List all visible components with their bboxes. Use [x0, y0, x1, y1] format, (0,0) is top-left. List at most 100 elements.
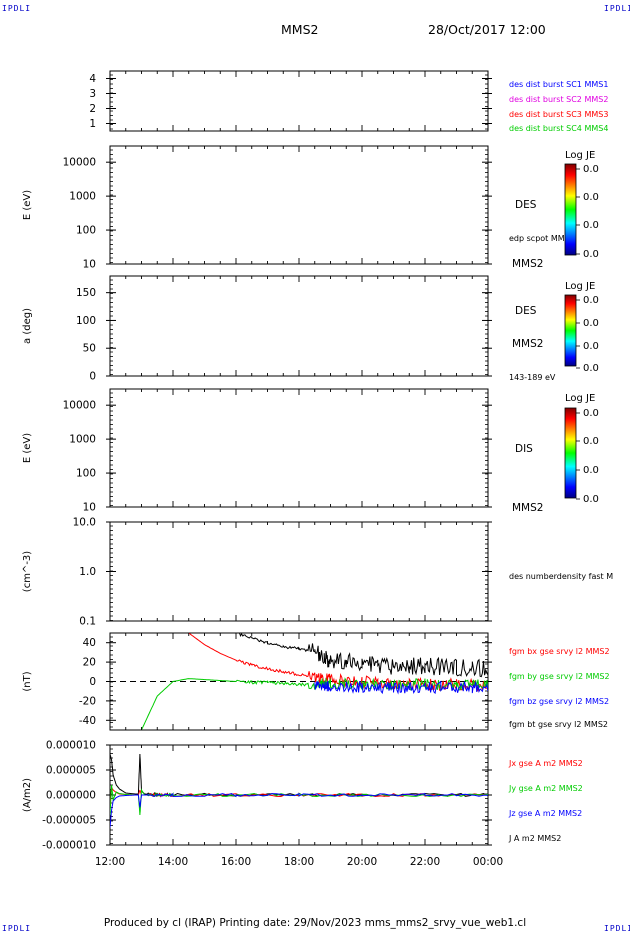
colorbar-bar	[564, 294, 577, 367]
series-line	[314, 680, 488, 695]
panel-frame	[109, 388, 489, 508]
colorbar-tick-label: 0.0	[583, 164, 599, 175]
legend-label: DES	[515, 305, 537, 317]
plot-datetime: 28/Oct/2017 12:00	[428, 22, 546, 37]
y-axis-label: E (eV)	[22, 433, 33, 463]
y-tick-label: 0.000005	[46, 765, 96, 777]
y-tick-label: -40	[79, 715, 96, 727]
series-line	[236, 633, 488, 678]
y-tick-label: 10	[83, 502, 96, 514]
y-tick-label: 100	[76, 468, 96, 480]
panel-sc-flags: 4 3 2 1 des dist burst SC1 MMS1 des dist burs…	[89, 70, 608, 133]
y-axis-label: (nT)	[22, 671, 33, 691]
x-tick-label: 18:00	[284, 856, 314, 868]
colorbar: Log JE 0.0 0.0 0.0 0.0	[564, 393, 599, 505]
y-tick-label: 50	[83, 343, 96, 355]
x-tick-label: 14:00	[158, 856, 188, 868]
y-tick-label: -20	[79, 695, 96, 707]
legend-label: DIS	[515, 443, 533, 455]
y-tick-label: 2	[89, 103, 96, 115]
x-tick-label: 12:00	[95, 856, 125, 868]
legend-label: Jx gse A m2 MMS2	[508, 759, 583, 768]
legend-label: des dist burst SC2 MMS2	[509, 95, 608, 104]
legend-label: des dist burst SC1 MMS1	[509, 80, 608, 89]
panel-density: 10.0 1.0 0.1 (cm^-3) des numberdensity fast …	[22, 517, 613, 628]
colorbar-tick-label: 0.0	[583, 249, 599, 260]
y-tick-label: 0	[89, 676, 96, 688]
colorbar-tick-label: 0.0	[583, 494, 599, 505]
corner-label-bottom-left: IPDLI	[2, 924, 32, 933]
y-tick-label: 100	[76, 315, 96, 327]
legend-label: J A m2 MMS2	[508, 834, 561, 843]
y-tick-label: 1	[89, 118, 96, 130]
legend-label: fgm by gse srvy l2 MMS2	[509, 672, 610, 681]
panel-current: 0.000010 0.000005 0.000000 -0.000005 -0.0000…	[22, 740, 583, 869]
y-tick-label: 20	[83, 657, 96, 669]
colorbar: Log JE 0.0 0.0 0.0 0.0	[564, 150, 599, 260]
colorbar-tick-label: 0.0	[583, 295, 599, 306]
legend-label: fgm bt gse srvy l2 MMS2	[509, 720, 608, 729]
colorbar-tick-label: 0.0	[583, 192, 599, 203]
x-tick-label: 16:00	[221, 856, 251, 868]
legend-label: MMS2	[512, 338, 543, 350]
y-tick-label: -0.000010	[42, 840, 96, 852]
y-axis-label: (A/m2)	[22, 778, 33, 812]
corner-label-top-right: IPDLI	[604, 4, 630, 13]
corner-label-top-left: IPDLI	[2, 4, 32, 13]
y-tick-label: 0.000000	[46, 790, 96, 802]
panel-frame	[109, 275, 489, 377]
colorbar: Log JE 0.0 0.0 0.0 0.0	[564, 281, 599, 374]
y-tick-label: 1000	[69, 191, 96, 203]
x-tick-label: 22:00	[410, 856, 440, 868]
colorbar-title: Log JE	[565, 281, 595, 292]
legend-label: edp scpot MMS2	[509, 234, 575, 243]
panel-frame	[109, 521, 489, 622]
legend-label: Jy gse A m2 MMS2	[508, 784, 583, 793]
y-axis-label: a (deg)	[22, 308, 33, 344]
y-tick-label: 40	[83, 637, 96, 649]
colorbar-tick-label: 0.0	[583, 436, 599, 447]
y-tick-label: 10000	[63, 157, 96, 169]
y-tick-label: 3	[89, 88, 96, 100]
y-tick-label: 10000	[63, 400, 96, 412]
legend-label: MMS2	[512, 258, 543, 270]
legend-label: fgm bz gse srvy l2 MMS2	[509, 697, 609, 706]
y-axis-label: (cm^-3)	[22, 551, 33, 592]
corner-label-bottom-right: IPDLI	[604, 924, 630, 933]
spacecraft-title: MMS2	[281, 22, 319, 37]
series-line	[110, 784, 488, 816]
y-tick-label: 0.000010	[46, 740, 96, 752]
panel-frame	[109, 70, 489, 132]
series-line	[110, 792, 488, 828]
data-area	[110, 753, 488, 828]
panel-des-pitch: 150 100 50 0 a (deg) DES MMS2 143-189 eV Log JE 0…	[22, 275, 599, 383]
x-tick-label: 20:00	[347, 856, 377, 868]
y-tick-label: 1.0	[79, 566, 96, 578]
x-tick-label: 00:00	[473, 856, 503, 868]
colorbar-title: Log JE	[565, 150, 595, 161]
y-axis-label: E (eV)	[22, 190, 33, 220]
legend-label: des dist burst SC3 MMS3	[509, 110, 608, 119]
series-line	[188, 633, 488, 693]
colorbar-tick-label: 0.0	[583, 465, 599, 476]
legend-label: des dist burst SC4 MMS4	[509, 124, 608, 133]
panel-fgm: 40 20 0 -20 -40 (nT) fgm bx gse srvy l2 MMS2 fg…	[22, 632, 610, 731]
data-area	[110, 633, 488, 730]
panel-dis-energy: 10000 1000 100 10 E (eV) DIS MMS2 Log JE 0.0 0.0 0…	[22, 388, 599, 514]
y-tick-label: 10.0	[73, 517, 96, 529]
colorbar-bar	[564, 407, 577, 499]
y-tick-label: 4	[89, 73, 96, 85]
legend-label: DES	[515, 199, 537, 211]
panel-frame	[109, 145, 489, 265]
colorbar-tick-label: 0.0	[583, 341, 599, 352]
series-line	[110, 753, 488, 797]
legend-label: MMS2	[512, 502, 543, 514]
legend-label: des numberdensity fast M	[509, 572, 613, 581]
footer-credit: Produced by cl (IRAP) Printing date: 29/…	[103, 917, 527, 929]
colorbar-tick-label: 0.0	[583, 363, 599, 374]
y-tick-label: -0.000005	[42, 815, 96, 827]
colorbar-tick-label: 0.0	[583, 408, 599, 419]
y-tick-label: 0.1	[79, 616, 96, 628]
y-tick-label: 150	[76, 287, 96, 299]
